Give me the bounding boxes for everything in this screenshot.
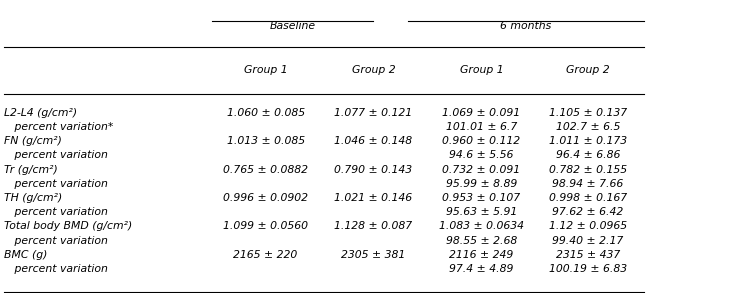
Text: Group 2: Group 2 <box>566 65 609 75</box>
Text: Group 1: Group 1 <box>244 65 287 75</box>
Text: percent variation*: percent variation* <box>4 122 113 132</box>
Text: BMC (g): BMC (g) <box>4 250 47 260</box>
Text: 98.94 ± 7.66: 98.94 ± 7.66 <box>552 179 623 189</box>
Text: percent variation: percent variation <box>4 207 108 217</box>
Text: 2116 ± 249: 2116 ± 249 <box>449 250 513 260</box>
Text: 98.55 ± 2.68: 98.55 ± 2.68 <box>446 236 517 246</box>
Text: 102.7 ± 6.5: 102.7 ± 6.5 <box>556 122 620 132</box>
Text: 95.99 ± 8.89: 95.99 ± 8.89 <box>446 179 517 189</box>
Text: 1.011 ± 0.173: 1.011 ± 0.173 <box>548 136 627 146</box>
Text: Group 1: Group 1 <box>460 65 503 75</box>
Text: 2165 ± 220: 2165 ± 220 <box>234 250 298 260</box>
Text: percent variation: percent variation <box>4 179 108 189</box>
Text: 1.021 ± 0.146: 1.021 ± 0.146 <box>334 193 413 203</box>
Text: 1.105 ± 0.137: 1.105 ± 0.137 <box>548 108 627 118</box>
Text: TH (g/cm²): TH (g/cm²) <box>4 193 62 203</box>
Text: Total body BMD (g/cm²): Total body BMD (g/cm²) <box>4 222 132 231</box>
Text: 1.046 ± 0.148: 1.046 ± 0.148 <box>334 136 413 146</box>
Text: percent variation: percent variation <box>4 264 108 274</box>
Text: 0.960 ± 0.112: 0.960 ± 0.112 <box>442 136 521 146</box>
Text: 2305 ± 381: 2305 ± 381 <box>341 250 405 260</box>
Text: 95.63 ± 5.91: 95.63 ± 5.91 <box>446 207 517 217</box>
Text: 1.077 ± 0.121: 1.077 ± 0.121 <box>334 108 413 118</box>
Text: 6 months: 6 months <box>500 21 551 31</box>
Text: 97.4 ± 4.89: 97.4 ± 4.89 <box>449 264 513 274</box>
Text: 101.01 ± 6.7: 101.01 ± 6.7 <box>446 122 517 132</box>
Text: 1.099 ± 0.0560: 1.099 ± 0.0560 <box>223 222 308 231</box>
Text: 1.083 ± 0.0634: 1.083 ± 0.0634 <box>439 222 524 231</box>
Text: FN (g/cm²): FN (g/cm²) <box>4 136 62 146</box>
Text: L2-L4 (g/cm²): L2-L4 (g/cm²) <box>4 108 77 118</box>
Text: 1.013 ± 0.085: 1.013 ± 0.085 <box>226 136 305 146</box>
Text: 0.998 ± 0.167: 0.998 ± 0.167 <box>548 193 627 203</box>
Text: 0.790 ± 0.143: 0.790 ± 0.143 <box>334 165 413 175</box>
Text: 0.765 ± 0.0882: 0.765 ± 0.0882 <box>223 165 308 175</box>
Text: percent variation: percent variation <box>4 150 108 161</box>
Text: 1.128 ± 0.087: 1.128 ± 0.087 <box>334 222 413 231</box>
Text: 94.6 ± 5.56: 94.6 ± 5.56 <box>449 150 513 161</box>
Text: 0.996 ± 0.0902: 0.996 ± 0.0902 <box>223 193 308 203</box>
Text: Tr (g/cm²): Tr (g/cm²) <box>4 165 57 175</box>
Text: 1.069 ± 0.091: 1.069 ± 0.091 <box>442 108 521 118</box>
Text: Baseline: Baseline <box>270 21 315 31</box>
Text: 1.060 ± 0.085: 1.060 ± 0.085 <box>226 108 305 118</box>
Text: 0.953 ± 0.107: 0.953 ± 0.107 <box>442 193 521 203</box>
Text: 1.12 ± 0.0965: 1.12 ± 0.0965 <box>548 222 627 231</box>
Text: 0.732 ± 0.091: 0.732 ± 0.091 <box>442 165 521 175</box>
Text: Group 2: Group 2 <box>352 65 395 75</box>
Text: 96.4 ± 6.86: 96.4 ± 6.86 <box>556 150 620 161</box>
Text: 100.19 ± 6.83: 100.19 ± 6.83 <box>548 264 627 274</box>
Text: percent variation: percent variation <box>4 236 108 246</box>
Text: 99.40 ± 2.17: 99.40 ± 2.17 <box>552 236 623 246</box>
Text: 97.62 ± 6.42: 97.62 ± 6.42 <box>552 207 623 217</box>
Text: 2315 ± 437: 2315 ± 437 <box>556 250 620 260</box>
Text: 0.782 ± 0.155: 0.782 ± 0.155 <box>548 165 627 175</box>
